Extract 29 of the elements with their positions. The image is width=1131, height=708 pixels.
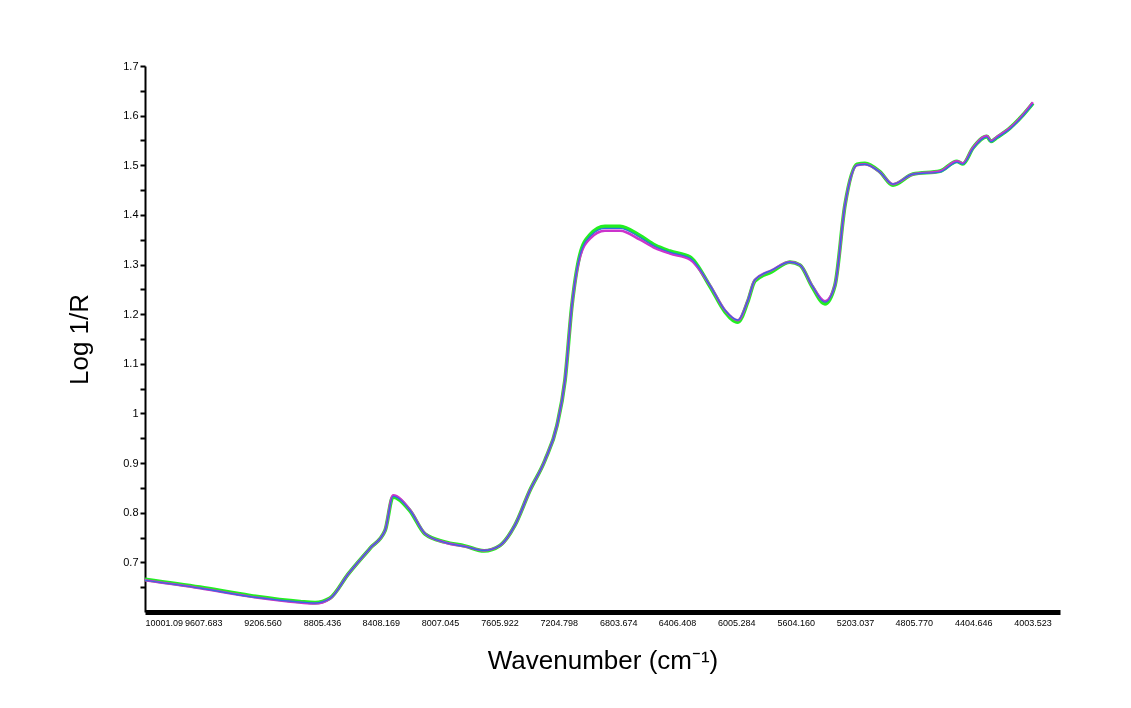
y-tick-label: 0.9 — [123, 456, 139, 469]
x-tick-label: 8007.045 — [421, 617, 460, 628]
x-tick-label: 8408.169 — [362, 617, 400, 628]
y-tick-label: 1.5 — [123, 158, 139, 171]
y-tick-label: 0.8 — [123, 506, 139, 519]
x-tick-label: 4404.646 — [954, 617, 993, 628]
y-axis-title: Log 1/R — [64, 293, 95, 386]
y-tick-label: 0.7 — [123, 555, 139, 568]
x-tick-label: 5604.160 — [777, 617, 815, 628]
x-tick-label: 6005.284 — [718, 617, 756, 628]
x-tick-label: 5203.037 — [836, 617, 875, 628]
y-tick-label: 1.1 — [123, 357, 139, 370]
x-tick-label: 7605.922 — [481, 617, 519, 628]
x-tick-label: 8805.436 — [303, 617, 342, 628]
y-tick-label: 1.7 — [123, 59, 139, 72]
y-tick-label: 1 — [132, 406, 139, 419]
x-axis-title: Wavenumber (cm⁻¹) — [487, 644, 719, 675]
y-tick-label: 1.3 — [123, 258, 139, 271]
x-tick-label: 7204.798 — [540, 617, 579, 628]
x-tick-label: 9607.683 — [184, 617, 223, 628]
x-tick-label: 4003.523 — [1014, 617, 1052, 628]
y-tick-label: 1.2 — [123, 307, 139, 320]
x-tick-label: 10001.09 — [145, 617, 184, 628]
x-tick-label: 6406.408 — [658, 617, 697, 628]
x-tick-label: 4805.770 — [895, 617, 934, 628]
x-tick-label: 9206.560 — [244, 617, 282, 628]
x-tick-label: 6803.674 — [599, 617, 638, 628]
y-tick-label: 1.4 — [123, 208, 139, 221]
y-tick-label: 1.6 — [123, 109, 139, 122]
